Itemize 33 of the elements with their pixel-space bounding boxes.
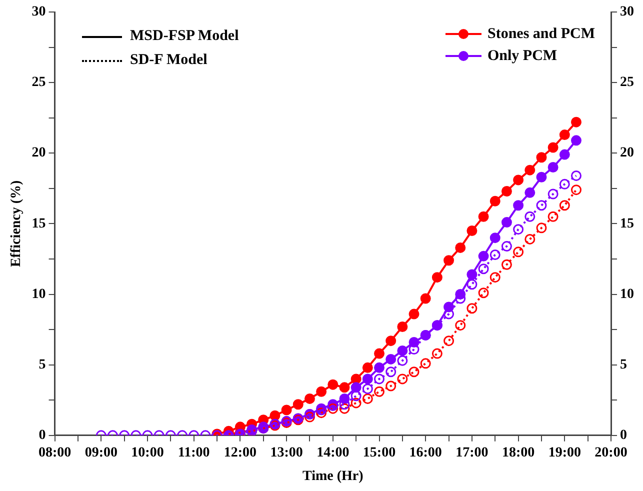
x-tick-label: 12:00 [224,445,257,460]
x-tick-label: 10:00 [131,445,164,460]
x-tick-label: 08:00 [38,445,72,460]
x-tick-label: 09:00 [84,445,118,460]
y-tick-label: 30 [32,4,46,20]
y2-tick-label: 0 [620,428,627,444]
y2-tick-label: 25 [620,75,634,90]
y2-tick-label: 5 [620,357,627,372]
x-axis-title: Time (Hr) [302,469,364,484]
y-axis-title: Efficiency (%) [9,180,24,268]
x-tick-label: 13:00 [270,445,303,460]
y-tick-label: 5 [38,357,46,372]
y-tick-label: 0 [38,428,46,444]
x-tick-label: 17:00 [456,445,488,460]
annotation: MSD-FSP Model [130,28,239,45]
annotation: SD-F Model [130,52,208,69]
y2-tick-label: 10 [620,286,634,302]
x-tick-label: 15:00 [362,445,396,460]
y-tick-label: 20 [32,146,46,161]
legend-label: Stones and PCM [487,26,596,42]
y-tick-label: 15 [32,216,46,232]
x-tick-label: 16:00 [409,445,442,460]
y-tick-label: 10 [32,286,46,302]
x-tick-label: 19:00 [548,445,581,460]
x-tick-label: 11:00 [178,445,210,460]
y2-tick-label: 20 [620,146,634,161]
x-tick-label: 20:00 [594,445,628,460]
y2-tick-label: 30 [620,4,634,20]
legend-label: Only PCM [487,48,558,64]
x-tick-label: 14:00 [316,445,350,460]
y2-tick-label: 15 [620,216,634,232]
y-tick-label: 25 [32,75,46,90]
x-tick-label: 18:00 [502,445,535,460]
